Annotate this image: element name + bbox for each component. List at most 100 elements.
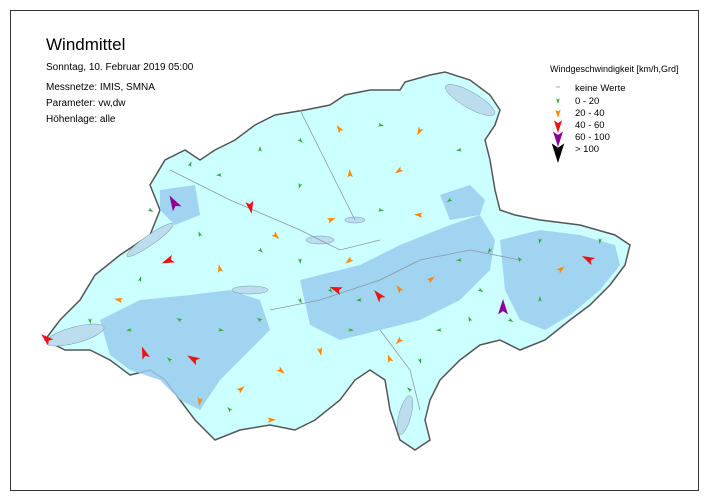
wind-arrow — [507, 317, 514, 323]
wind-arrow — [169, 195, 182, 212]
wind-arrow — [161, 254, 175, 264]
wind-arrow — [581, 256, 596, 266]
wind-arrow — [387, 354, 394, 364]
wind-arrow — [141, 346, 151, 360]
wind-arrow — [487, 247, 493, 254]
wind-arrow — [187, 355, 201, 366]
wind-arrow — [147, 207, 154, 212]
wind-arrow — [456, 257, 462, 262]
wind-arrow — [227, 406, 233, 413]
lake — [231, 285, 269, 295]
wind-arrow — [216, 173, 222, 177]
alpine-zone — [440, 185, 485, 220]
wind-arrow — [347, 169, 353, 178]
wind-arrow — [197, 397, 204, 406]
figure-frame — [10, 10, 699, 491]
wind-arrow — [436, 328, 442, 332]
lake — [126, 223, 174, 257]
legend-label: > 100 — [575, 144, 600, 155]
wind-arrow — [356, 298, 362, 302]
legend-label: 60 - 100 — [575, 132, 610, 143]
wind-arrow — [517, 256, 523, 263]
wind-arrow — [377, 207, 384, 212]
wind-arrow — [417, 357, 422, 364]
map-title: Windmittel — [46, 35, 126, 54]
legend-label: keine Werte — [575, 83, 626, 94]
wind-arrow — [245, 200, 254, 214]
wind-arrow — [477, 287, 484, 292]
wind-arrow — [395, 166, 404, 174]
wind-arrow — [553, 120, 563, 133]
wind-arrow — [176, 318, 183, 323]
wind-arrow — [345, 256, 354, 264]
alpine-zone — [100, 290, 270, 410]
legend-label: 20 - 40 — [575, 108, 605, 119]
wind-arrow — [426, 276, 435, 284]
wind-arrow — [258, 146, 262, 152]
wind-arrow — [551, 143, 565, 163]
wind-arrow — [166, 357, 173, 363]
wind-arrow — [396, 285, 404, 294]
wind-arrow — [556, 98, 560, 104]
wind-arrow — [126, 328, 132, 332]
river — [379, 329, 421, 411]
wind-arrow — [297, 297, 302, 304]
wind-arrow — [553, 131, 563, 147]
wind-arrow — [538, 238, 543, 244]
wind-arrow — [446, 197, 453, 203]
lake — [45, 323, 105, 347]
map-date: Sonntag, 10. Februar 2019 05:00 — [46, 62, 194, 73]
wind-arrow — [348, 328, 354, 332]
wind-arrow — [336, 124, 344, 134]
wind-arrow — [395, 336, 404, 345]
alpine-zone — [300, 215, 495, 340]
river — [299, 109, 356, 221]
wind-arrow — [316, 347, 323, 356]
alpine-zone — [500, 230, 620, 330]
wind-arrow — [406, 387, 413, 393]
altitude-label: Höhenlage: alle — [46, 114, 116, 125]
wind-arrow — [417, 126, 424, 136]
wind-arrow — [257, 247, 263, 253]
wind-arrow — [468, 316, 473, 323]
parameter-label: Parameter: vw,dw — [46, 98, 126, 109]
wind-arrow — [271, 231, 280, 240]
legend-label: 0 - 20 — [575, 96, 600, 107]
wind-arrow — [137, 276, 142, 283]
wind-arrow — [555, 109, 561, 118]
wind-arrow — [276, 366, 285, 374]
wind-arrow — [256, 317, 263, 323]
wind-arrow — [217, 264, 224, 273]
wind-arrow — [41, 334, 54, 346]
wind-arrow — [218, 327, 224, 332]
legend-title: Windgeschwindigkeit [km/h,Grd] — [550, 64, 679, 74]
wind-arrow — [297, 137, 303, 143]
wind-arrow — [456, 148, 462, 152]
river — [269, 249, 521, 311]
wind-arrow — [267, 417, 276, 423]
lake — [396, 395, 414, 435]
wind-arrow — [374, 290, 386, 303]
lake — [445, 84, 495, 116]
river — [169, 169, 381, 251]
networks-label: Messnetze: IMIS, SMNA — [46, 82, 155, 93]
wind-arrow — [187, 161, 192, 168]
wind-arrow — [378, 122, 384, 127]
wind-arrow — [114, 297, 123, 304]
wind-arrow — [498, 299, 508, 315]
wind-arrow — [298, 258, 302, 264]
wind-arrow — [327, 287, 333, 293]
wind-arrow — [236, 386, 245, 394]
wind-arrow — [198, 231, 203, 238]
wind-arrow — [538, 296, 542, 302]
wind-arrow — [556, 266, 565, 274]
wind-arrow — [88, 318, 92, 324]
wind-arrow — [329, 286, 343, 296]
wind-arrow — [298, 182, 303, 189]
legend-label: 40 - 60 — [575, 120, 605, 131]
wind-arrow — [326, 218, 336, 224]
wind-arrow — [414, 212, 423, 218]
wind-arrow — [598, 238, 602, 244]
